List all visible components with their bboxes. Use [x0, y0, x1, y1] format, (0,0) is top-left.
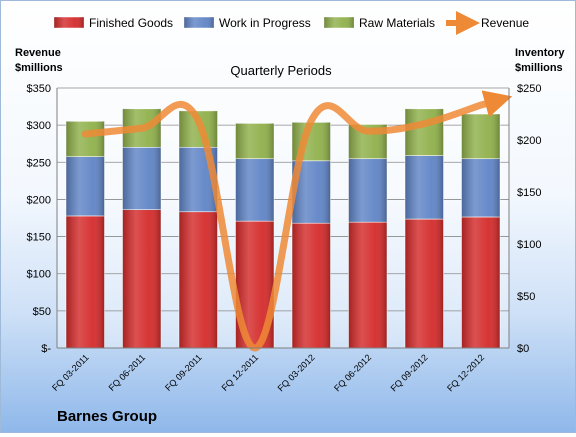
x-tick-label: FQ 12-2012: [445, 352, 486, 393]
chart-legend: Finished Goods Work in Progress Raw Materi…: [54, 16, 529, 30]
x-tick-label: FQ 09-2011: [163, 352, 204, 393]
legend-label-raw-materials: Raw Materials: [359, 16, 435, 30]
y-left-tick-label: $50: [33, 306, 51, 318]
y-left-title-line1: Revenue: [15, 47, 61, 59]
y-right-title-line2: $millions: [515, 62, 563, 74]
y-right-tick-label: $50: [517, 291, 535, 303]
y-left-tick-label: $350: [27, 83, 51, 95]
bar-shade: [66, 216, 104, 348]
y-right-tick-label: $0: [517, 343, 529, 355]
legend-label-finished-goods: Finished Goods: [89, 16, 173, 30]
bar-shade: [462, 159, 500, 217]
bar-shade: [405, 156, 443, 219]
legend-label-revenue: Revenue: [481, 16, 529, 30]
legend-swatch-shade: [184, 17, 214, 28]
bar-shade: [66, 121, 104, 156]
bar-shade: [405, 109, 443, 156]
y-left-tick-label: $150: [27, 232, 51, 244]
legend-swatch-shade: [54, 17, 84, 28]
bar-shade: [123, 210, 161, 348]
x-tick-label: FQ 09-2012: [389, 352, 430, 393]
bar-shade: [292, 223, 330, 348]
y-left-tick-label: $200: [27, 194, 51, 206]
x-tick-label: FQ 03-2012: [276, 352, 317, 393]
y-right-tick-label: $200: [517, 135, 541, 147]
legend-swatch-shade: [324, 17, 354, 28]
y-right-tick-label: $100: [517, 239, 541, 251]
y-right-tick-label: $150: [517, 187, 541, 199]
bar-shade: [349, 159, 387, 222]
bar-shade: [462, 114, 500, 159]
company-name: Barnes Group: [57, 408, 157, 425]
y-left-title-line2: $millions: [15, 62, 63, 74]
bar-shade: [66, 157, 104, 216]
x-tick-label: FQ 03-2011: [50, 352, 91, 393]
y-right-tick-label: $250: [517, 83, 541, 95]
y-right-title-line1: Inventory: [515, 47, 565, 59]
bar-shade: [405, 219, 443, 348]
chart-subtitle: Quarterly Periods: [230, 63, 332, 78]
x-tick-label: FQ 06-2012: [332, 352, 373, 393]
y-left-tick-label: $100: [27, 269, 51, 281]
bar-shade: [349, 222, 387, 348]
bar-shade: [123, 147, 161, 209]
x-tick-label: FQ 12-2011: [220, 352, 261, 393]
bar-shade: [236, 159, 274, 221]
x-tick-label: FQ 06-2011: [107, 352, 148, 393]
y-left-tick-label: $-: [41, 343, 51, 355]
bar-shade: [462, 217, 500, 348]
y-left-tick-label: $300: [27, 120, 51, 132]
bar-shade: [179, 212, 217, 348]
bar-shade: [236, 123, 274, 158]
y-left-tick-label: $250: [27, 157, 51, 169]
legend-label-work-in-progress: Work in Progress: [219, 16, 311, 30]
